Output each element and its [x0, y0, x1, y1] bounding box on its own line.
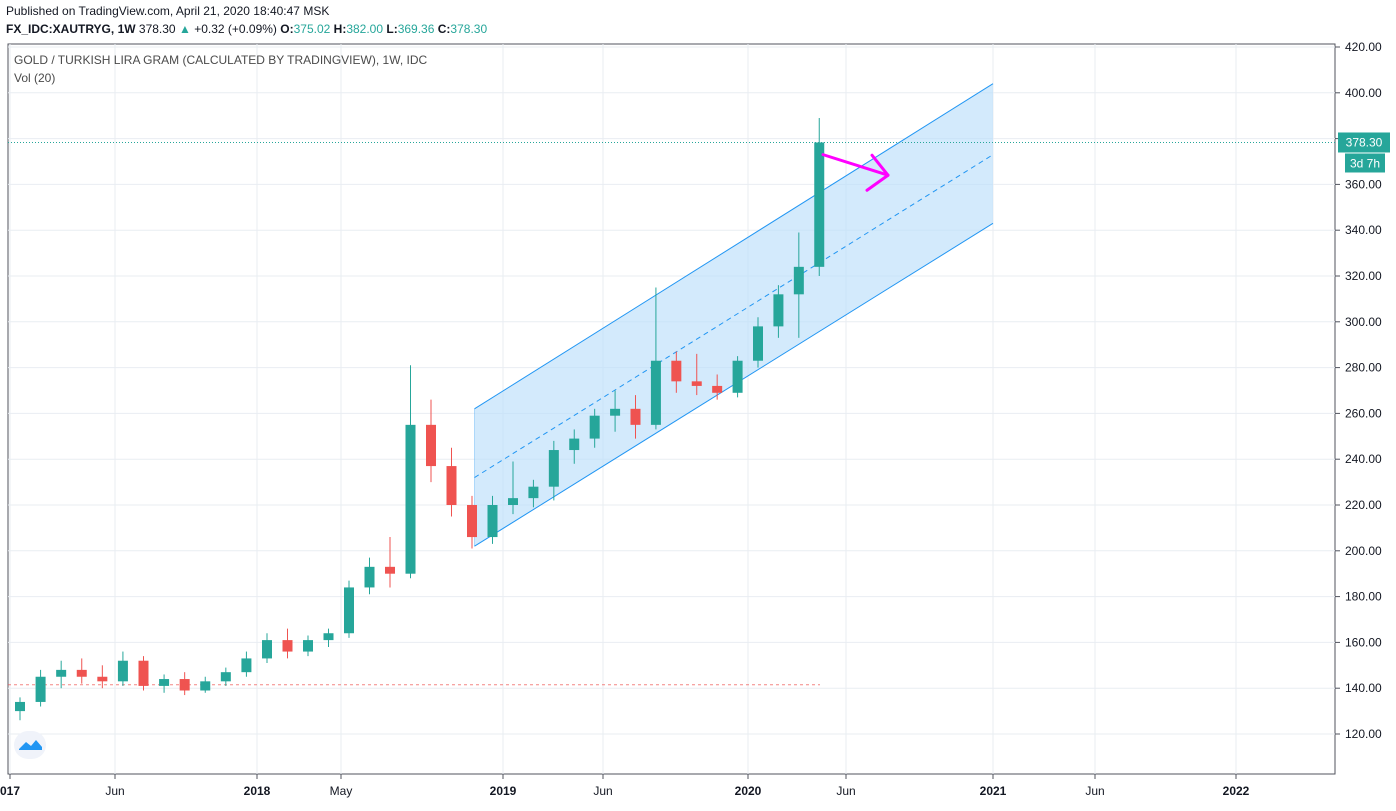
y-tick-label: 300.00 [1345, 315, 1382, 329]
x-tick-label: 017 [0, 784, 20, 798]
y-tick-label: 400.00 [1345, 86, 1382, 100]
y-tick-label: 240.00 [1345, 452, 1382, 466]
candle-body [691, 381, 702, 386]
close-value: 378.30 [450, 22, 488, 36]
candle-body [426, 424, 436, 467]
y-tick-label: 280.00 [1345, 361, 1382, 375]
y-tick-label: 340.00 [1345, 223, 1382, 237]
candle-body [467, 505, 477, 538]
bar-countdown-tag [1345, 153, 1385, 173]
candle-body [773, 294, 784, 327]
candle-body [569, 438, 580, 451]
x-tick-label: Jun [593, 784, 612, 798]
y-tick-label: 360.00 [1345, 177, 1382, 191]
tradingview-logo-icon[interactable] [14, 731, 46, 759]
candle-body [712, 385, 723, 393]
candle-body [56, 669, 67, 677]
y-tick-label: 220.00 [1345, 498, 1382, 512]
candle-body [508, 498, 518, 505]
y-tick-label: 180.00 [1345, 590, 1382, 604]
change-arrow-icon: ▲ [178, 22, 191, 36]
arrow-annotation[interactable] [821, 153, 890, 177]
x-tick-label: 2022 [1223, 784, 1250, 798]
open-value: 375.02 [293, 22, 331, 36]
x-tick-label: 2019 [490, 784, 517, 798]
open-label: O: [280, 22, 294, 36]
candle-body [35, 676, 46, 702]
candle-body [323, 633, 334, 641]
candle-body [179, 679, 190, 691]
candle-body [364, 566, 375, 588]
y-tick-label: 260.00 [1345, 406, 1382, 420]
candle-body [405, 424, 416, 574]
candle-body [159, 679, 170, 686]
high-label: H: [333, 22, 347, 36]
regression-channel-fill[interactable] [474, 83, 994, 547]
candle-body [589, 415, 600, 439]
candle-body [262, 640, 272, 659]
low-value: 369.36 [397, 22, 435, 36]
candle-body [548, 450, 559, 487]
candle-body [200, 681, 211, 691]
candle-body [446, 466, 457, 505]
candle-body [76, 669, 87, 677]
x-tick-label: Jun [836, 784, 855, 798]
bar-countdown-label: 3d 7h [1350, 156, 1380, 170]
candle-body [303, 640, 313, 652]
y-tick-label: 420.00 [1345, 40, 1382, 54]
candle-body [671, 360, 682, 382]
x-tick-label: 2018 [244, 784, 271, 798]
channel-upper-line[interactable] [474, 83, 994, 410]
candle-body [610, 408, 621, 416]
candle-body [650, 360, 661, 425]
candle-body [732, 360, 743, 393]
candle-body [487, 505, 498, 538]
last-price-tag[interactable] [1338, 132, 1390, 153]
candle-body [385, 566, 395, 574]
candle-body [15, 701, 25, 712]
candle-body [241, 658, 252, 673]
close-label: C: [437, 22, 451, 36]
last-price: 378.30 [138, 22, 176, 36]
tradingview-logo-glyph [19, 740, 42, 750]
x-tick-label: 2020 [735, 784, 762, 798]
candle-body [753, 326, 763, 361]
last-price-tag-label: 378.30 [1346, 135, 1383, 149]
candle-body [138, 660, 149, 686]
candle-body [97, 676, 108, 682]
candle-body [630, 408, 641, 425]
series-title[interactable]: GOLD / TURKISH LIRA GRAM (CALCULATED BY … [14, 53, 428, 67]
y-tick-label: 160.00 [1345, 635, 1382, 649]
candle-body [117, 660, 128, 682]
x-tick-label: Jun [1085, 784, 1104, 798]
y-tick-label: 140.00 [1345, 681, 1382, 695]
arrow-head[interactable] [865, 153, 890, 192]
candle-body [220, 672, 231, 682]
price-change: +0.32 (+0.09%) [194, 22, 277, 36]
y-tick-label: 200.00 [1345, 544, 1382, 558]
symbol-label[interactable]: FX_IDC:XAUTRYG, 1W [6, 22, 136, 36]
volume-indicator-label[interactable]: Vol (20) [14, 71, 56, 85]
symbol-ohlc-bar: FX_IDC:XAUTRYG, 1W 378.30 ▲ +0.32 (+0.09… [6, 22, 487, 36]
x-tick-label: May [330, 784, 353, 798]
candle-body [793, 266, 804, 295]
channel-median-line[interactable] [474, 154, 994, 478]
published-caption: Published on TradingView.com, April 21, … [6, 4, 330, 18]
candle-body [282, 640, 293, 652]
high-value: 382.00 [346, 22, 384, 36]
x-tick-label: Jun [105, 784, 124, 798]
plot-frame [7, 43, 1336, 775]
low-label: L: [386, 22, 398, 36]
y-tick-label: 120.00 [1345, 727, 1382, 741]
y-tick-label: 320.00 [1345, 269, 1382, 283]
candle-body [344, 587, 354, 634]
candle-body [528, 486, 539, 499]
x-tick-label: 2021 [980, 784, 1007, 798]
candle-body [814, 142, 825, 267]
